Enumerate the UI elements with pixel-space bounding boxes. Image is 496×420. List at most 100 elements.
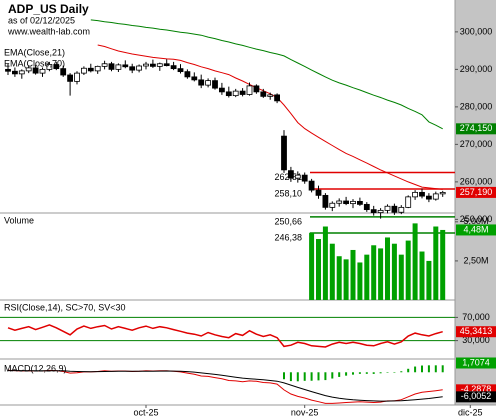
volume-bar xyxy=(343,259,349,300)
histogram-bar xyxy=(352,372,354,375)
candle-body xyxy=(356,200,363,205)
candle-body xyxy=(253,85,260,93)
candle-body xyxy=(5,68,11,72)
candle-body xyxy=(198,79,205,86)
histogram-bar xyxy=(407,368,410,373)
candle-body xyxy=(39,68,46,74)
volume-bar xyxy=(378,248,384,300)
volume-bar xyxy=(419,251,425,300)
candle-body xyxy=(46,64,53,70)
value-label: -6,0052 xyxy=(461,391,492,401)
candle-body xyxy=(115,64,122,70)
histogram-bar xyxy=(393,372,396,373)
volume-bar xyxy=(322,226,328,300)
candle-body xyxy=(343,200,350,205)
candle-body xyxy=(398,206,405,213)
histogram-bar xyxy=(441,365,444,373)
volume-bar xyxy=(364,254,370,300)
value-label: 274,150 xyxy=(460,123,493,133)
volume-bar xyxy=(405,240,411,300)
histogram-bar xyxy=(345,372,348,376)
candle-body xyxy=(184,71,191,78)
y-tick-label: 30,000 xyxy=(462,335,490,345)
chart-title: ADP_US Daily xyxy=(8,2,89,16)
candle-body xyxy=(260,91,267,97)
value-label: -4,2878 xyxy=(461,384,492,394)
volume-bar xyxy=(440,229,446,300)
y-tick-label: 290,000 xyxy=(460,64,493,74)
histogram-bar xyxy=(379,372,382,374)
candle-body xyxy=(239,90,246,95)
value-box xyxy=(456,123,496,135)
candle-body xyxy=(94,65,101,72)
candle-body xyxy=(384,205,391,211)
axis-panel xyxy=(455,0,496,405)
y-tick-label: 270,000 xyxy=(460,139,493,149)
volume-bar xyxy=(357,262,363,300)
value-label: 4,48M xyxy=(463,224,488,234)
pane-title: MACD(12,26,9) xyxy=(4,363,67,373)
value-box xyxy=(456,357,496,369)
candle-body xyxy=(143,63,149,67)
candle-body xyxy=(225,91,232,97)
candle-body xyxy=(212,80,218,89)
candle-body xyxy=(218,87,225,93)
level-label: 250,66 xyxy=(274,216,302,226)
volume-bar xyxy=(316,239,321,300)
candle-body xyxy=(350,200,356,205)
y-tick-label: 300,000 xyxy=(460,26,493,36)
texts: ADP_US Daily as of 02/12/2025 www.wealth… xyxy=(4,2,126,373)
pane-title: RSI(Close,14), SC>70, SV<30 xyxy=(4,302,126,312)
volume-bar xyxy=(336,256,342,300)
volume-bar xyxy=(412,223,418,300)
candle-body xyxy=(287,170,294,179)
candle-body xyxy=(156,63,163,67)
candle-body xyxy=(232,90,239,97)
value-label: 1,7074 xyxy=(462,357,490,367)
line xyxy=(8,370,443,402)
candle-body xyxy=(274,94,281,102)
candle-body xyxy=(370,209,377,214)
volume-bar xyxy=(329,243,335,300)
histogram-bar xyxy=(317,372,320,381)
candle-body xyxy=(129,66,136,71)
candle-body xyxy=(25,67,32,72)
volume-bar xyxy=(426,260,432,300)
candle-body xyxy=(149,63,156,67)
x-tick-label: nov-25 xyxy=(291,407,319,417)
candle-body xyxy=(108,63,115,70)
candle-body xyxy=(336,200,343,204)
candle-body xyxy=(308,180,315,191)
candle-body xyxy=(315,189,322,196)
candle-body xyxy=(53,64,60,70)
x-tick-label: dic-25 xyxy=(458,407,483,417)
histogram-bar xyxy=(303,372,306,381)
candle-body xyxy=(294,174,301,179)
histogram-bar xyxy=(310,372,313,381)
volume-bar xyxy=(309,232,315,300)
level-label: 258,10 xyxy=(274,188,302,198)
candle-body xyxy=(170,65,177,70)
value-box xyxy=(456,384,496,396)
candle-body xyxy=(32,67,39,74)
candle-body xyxy=(60,68,67,76)
candle-body xyxy=(432,193,439,200)
line xyxy=(90,19,443,130)
histogram-bar xyxy=(414,366,417,373)
histogram-bar xyxy=(434,365,437,373)
histogram-bar xyxy=(400,371,403,373)
candle-body xyxy=(87,67,94,72)
candle-body xyxy=(391,205,398,213)
volume-bar xyxy=(371,245,377,300)
y-tick-label: 2,50M xyxy=(463,255,488,265)
candle-body xyxy=(329,202,336,208)
marks: 250,000 260,000 270,000 280,000 290,000 300,0… xyxy=(0,19,496,417)
candle-body xyxy=(246,85,253,95)
value-label: 45,3413 xyxy=(460,326,493,336)
line xyxy=(7,369,443,404)
candle-body xyxy=(405,196,412,208)
candle-body xyxy=(419,191,425,197)
candle-body xyxy=(74,72,80,82)
